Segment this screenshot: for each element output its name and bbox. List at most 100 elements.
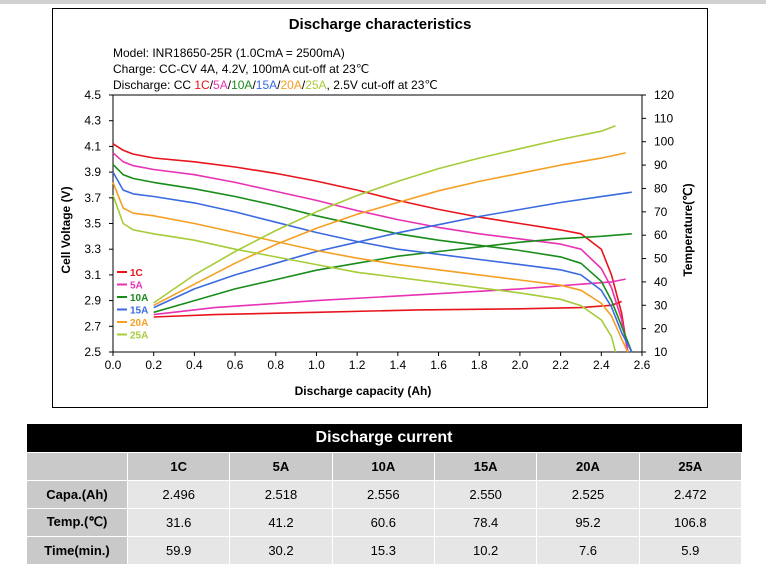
table-cell: 78.4 <box>433 507 538 537</box>
y2-tick-label: 10 <box>654 345 668 359</box>
y2-tick-label: 20 <box>654 322 668 336</box>
table-cell: 5.9 <box>638 535 743 565</box>
column-header: 20A <box>536 451 640 481</box>
x-tick-label: 0.0 <box>105 358 122 372</box>
temperature-line-20a <box>153 152 626 307</box>
x-axis-label: Discharge capacity (Ah) <box>295 384 432 398</box>
discharge-current-15a: 15A <box>256 78 277 92</box>
table-cell: 15.3 <box>331 535 435 565</box>
discharge-separator: / <box>302 78 306 92</box>
table-cell: 2.525 <box>536 479 640 509</box>
y-tick-label: 3.9 <box>84 165 101 179</box>
discharge-current-1c: 1C <box>194 78 210 92</box>
temperature-line-15a <box>153 191 632 309</box>
x-tick-label: 2.6 <box>634 358 651 372</box>
table-cell: 95.2 <box>536 507 640 537</box>
y-tick-label: 3.5 <box>84 217 101 231</box>
x-tick-label: 0.6 <box>227 358 244 372</box>
row-label: Time(min.) <box>26 535 128 565</box>
table-cell: 60.6 <box>331 507 435 537</box>
y-axis-label: Cell Voltage (V) <box>59 186 73 273</box>
table-cell: 30.2 <box>229 535 333 565</box>
table-cell: 31.6 <box>126 507 231 537</box>
y-tick-label: 4.1 <box>84 139 101 153</box>
temperature-line-10a <box>153 233 632 314</box>
table-cell: 41.2 <box>229 507 333 537</box>
table-cell: 106.8 <box>638 507 743 537</box>
temperature-line-25a <box>153 125 616 304</box>
y-tick-label: 4.5 <box>84 88 101 102</box>
table-corner <box>26 451 128 481</box>
temperature-line-1c <box>153 300 622 318</box>
y2-tick-label: 50 <box>654 252 668 266</box>
y2-tick-label: 80 <box>654 181 668 195</box>
discharge-separator: / <box>252 78 256 92</box>
column-header: 15A <box>433 451 538 481</box>
temperature-line-5a <box>153 278 626 316</box>
discharge-current-20a: 20A <box>280 78 301 92</box>
table-cell: 10.2 <box>433 535 538 565</box>
y2-tick-label: 40 <box>654 275 668 289</box>
legend-label-5a: 5A <box>130 281 143 292</box>
discharge-separator: / <box>277 78 281 92</box>
note-discharge: Discharge: CC 1C/5A/10A/15A/20A/25A, 2.5… <box>113 78 438 92</box>
note-model: Model: INR18650-25R (1.0CmA = 2500mA) <box>113 46 345 60</box>
voltage-line-15a <box>112 171 633 353</box>
x-tick-label: 2.4 <box>593 358 610 372</box>
table-row: Capa.(Ah) 2.496 2.518 2.556 2.550 2.525 … <box>26 479 743 509</box>
discharge-table: Discharge current 1C 5A 10A 15A 20A 25A … <box>26 424 743 565</box>
legend-label-15a: 15A <box>130 306 148 317</box>
table-cell: 2.472 <box>638 479 743 509</box>
x-tick-label: 2.2 <box>552 358 569 372</box>
legend-label-1c: 1C <box>130 268 143 279</box>
y-tick-label: 2.5 <box>84 345 101 359</box>
table-row: Time(min.) 59.9 30.2 15.3 10.2 7.6 5.9 <box>26 535 743 565</box>
column-header: 1C <box>126 451 231 481</box>
y2-tick-label: 120 <box>654 88 674 102</box>
column-header: 25A <box>638 451 743 481</box>
y-tick-label: 2.9 <box>84 294 101 308</box>
y2-tick-label: 110 <box>654 111 673 125</box>
legend-label-10a: 10A <box>130 293 148 304</box>
y2-tick-label: 100 <box>654 135 674 149</box>
x-tick-label: 0.2 <box>145 358 162 372</box>
row-label: Capa.(Ah) <box>26 479 128 509</box>
x-tick-label: 1.0 <box>308 358 325 372</box>
voltage-line-25a <box>112 194 617 353</box>
table-cell: 2.550 <box>433 479 538 509</box>
legend-label-20a: 20A <box>130 318 148 329</box>
x-tick-label: 0.4 <box>186 358 203 372</box>
chart-frame: Discharge characteristics Model: INR1865… <box>52 8 708 408</box>
column-header: 5A <box>229 451 333 481</box>
y-tick-label: 3.3 <box>84 242 101 256</box>
x-tick-label: 2.0 <box>512 358 529 372</box>
plot-area: 0.0 0.2 0.4 0.6 0.8 1.0 1.2 1.4 1.6 1.8 2.0 2.2 2.4 2… <box>84 88 674 372</box>
voltage-line-10a <box>112 163 633 353</box>
y-tick-label: 4.3 <box>84 114 101 128</box>
table-cell: 2.556 <box>331 479 435 509</box>
table-cell: 59.9 <box>126 535 231 565</box>
y-tick-label: 3.1 <box>84 268 101 282</box>
discharge-separator: / <box>210 78 214 92</box>
row-label: Temp.(℃) <box>26 507 128 537</box>
x-tick-label: 1.2 <box>349 358 366 372</box>
legend-label-25a: 25A <box>130 331 148 342</box>
table-row: Temp.(℃) 31.6 41.2 60.6 78.4 95.2 106.8 <box>26 507 743 537</box>
table-cell: 7.6 <box>536 535 640 565</box>
y2-tick-label: 70 <box>654 205 668 219</box>
table-header-row: 1C 5A 10A 15A 20A 25A <box>26 451 743 481</box>
table-title: Discharge current <box>26 424 742 452</box>
chart-title: Discharge characteristics <box>289 16 472 33</box>
discharge-current-10a: 10A <box>231 78 252 92</box>
x-tick-label: 1.8 <box>471 358 488 372</box>
x-tick-label: 0.8 <box>267 358 284 372</box>
discharge-suffix: , 2.5V cut-off at 23℃ <box>327 78 438 92</box>
note-charge: Charge: CC-CV 4A, 4.2V, 100mA cut-off at… <box>113 62 369 76</box>
discharge-current-25a: 25A <box>305 78 326 92</box>
discharge-current-5a: 5A <box>213 78 228 92</box>
y2-axis-label: Temperature(℃) <box>681 183 695 276</box>
discharge-table-wrap: Discharge current 1C 5A 10A 15A 20A 25A … <box>26 424 743 565</box>
y2-tick-label: 60 <box>654 228 668 242</box>
voltage-line-1c <box>112 143 629 353</box>
discharge-separator: / <box>228 78 232 92</box>
